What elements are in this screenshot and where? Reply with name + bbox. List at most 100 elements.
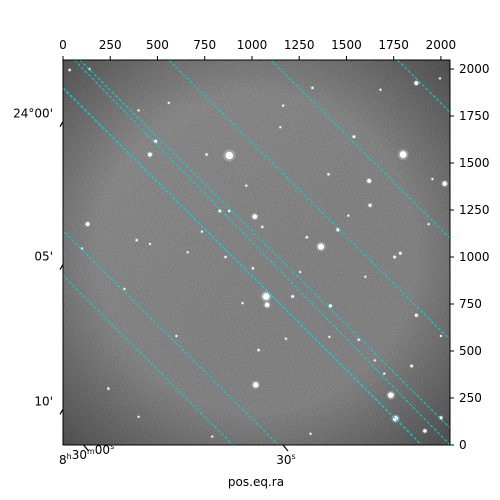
y-tick-label: 1750 — [459, 109, 490, 123]
ra-tick-mark — [282, 444, 289, 452]
star — [245, 184, 248, 187]
star — [379, 88, 382, 91]
star — [225, 151, 234, 160]
star — [439, 334, 442, 337]
star — [253, 382, 259, 388]
star — [284, 337, 287, 340]
star — [423, 429, 427, 433]
star — [393, 255, 396, 259]
star — [352, 135, 356, 139]
star — [309, 432, 312, 435]
star — [135, 238, 138, 242]
star — [328, 335, 331, 338]
star — [439, 416, 443, 420]
y-tick-label: 1250 — [459, 203, 490, 217]
star — [228, 209, 231, 213]
dec-tick-mark — [59, 408, 64, 415]
image-vignette — [63, 60, 450, 445]
grid-line — [168, 60, 450, 341]
star — [80, 247, 83, 250]
star — [336, 228, 340, 232]
star — [364, 275, 367, 278]
star — [137, 415, 140, 418]
star — [414, 313, 418, 317]
star — [282, 104, 285, 107]
star — [414, 81, 419, 86]
star — [148, 152, 152, 157]
star — [200, 230, 203, 233]
star — [175, 334, 178, 337]
star — [186, 251, 189, 254]
star — [431, 177, 434, 180]
star — [107, 387, 110, 390]
star — [327, 173, 330, 176]
star — [251, 267, 255, 270]
star — [85, 222, 90, 227]
star — [305, 236, 308, 239]
star — [442, 181, 447, 186]
star — [383, 372, 386, 375]
star — [218, 209, 222, 213]
world-ticks: 8h30m00s 30s 24°00' 05' 10' — [13, 107, 296, 467]
star — [438, 77, 441, 80]
star — [311, 86, 314, 89]
star — [224, 255, 227, 259]
ra-tick-mark — [83, 444, 90, 452]
x-tick-label: 1250 — [284, 38, 315, 52]
grid-line — [79, 60, 450, 429]
x-tick-label: 750 — [193, 38, 216, 52]
star — [367, 178, 372, 183]
coordinate-grid — [63, 60, 450, 445]
dec-tick-mark — [59, 264, 64, 270]
star — [398, 251, 402, 255]
star — [399, 151, 407, 158]
star — [252, 214, 258, 219]
y-tick-label: 500 — [459, 344, 482, 358]
star — [137, 109, 140, 112]
x-tick-label: 1750 — [378, 38, 409, 52]
grid-line — [63, 229, 280, 445]
star — [328, 304, 332, 308]
star — [148, 242, 151, 245]
star — [373, 359, 376, 362]
star — [357, 338, 360, 341]
dec-tick-label: 05' — [34, 250, 53, 264]
grid-line — [270, 60, 450, 239]
star — [410, 364, 413, 368]
y-tick-label: 750 — [459, 297, 482, 311]
ra-tick-label: 8h30m00s — [59, 442, 114, 467]
star — [167, 101, 170, 104]
grid-line — [63, 275, 234, 445]
star — [205, 153, 208, 156]
x-tick-label: 0 — [59, 38, 67, 52]
dec-tick-mark — [59, 121, 64, 127]
star — [317, 243, 324, 250]
plot-frame — [62, 59, 451, 446]
star — [388, 392, 394, 399]
x-axis-label: pos.eq.ra — [228, 475, 284, 489]
star — [427, 223, 430, 226]
star — [279, 126, 282, 129]
star — [262, 293, 270, 300]
grid-line — [63, 87, 413, 436]
x-tick-label: 500 — [146, 38, 169, 52]
ra-tick-label: 30s — [276, 452, 295, 467]
x-tick-label: 2000 — [426, 38, 457, 52]
star — [347, 214, 350, 217]
star — [264, 302, 270, 308]
star — [299, 271, 302, 274]
sky-image — [63, 60, 450, 445]
star — [68, 68, 71, 72]
x-tick-label: 250 — [99, 38, 122, 52]
grid-line — [397, 60, 450, 113]
y-tick-label: 1000 — [459, 250, 490, 264]
star — [123, 287, 126, 290]
x-tick-label: 1000 — [237, 38, 268, 52]
y-tick-label: 1500 — [459, 156, 490, 170]
dec-tick-label: 24°00' — [13, 107, 53, 121]
star — [261, 225, 264, 229]
stars-layer — [67, 67, 449, 439]
pixel-ticks: 0 250 500 750 1000 1250 1500 1750 2000 0 250 500 750… — [59, 38, 489, 452]
dec-tick-label: 10' — [34, 394, 53, 408]
x-tick-label: 1500 — [331, 38, 362, 52]
